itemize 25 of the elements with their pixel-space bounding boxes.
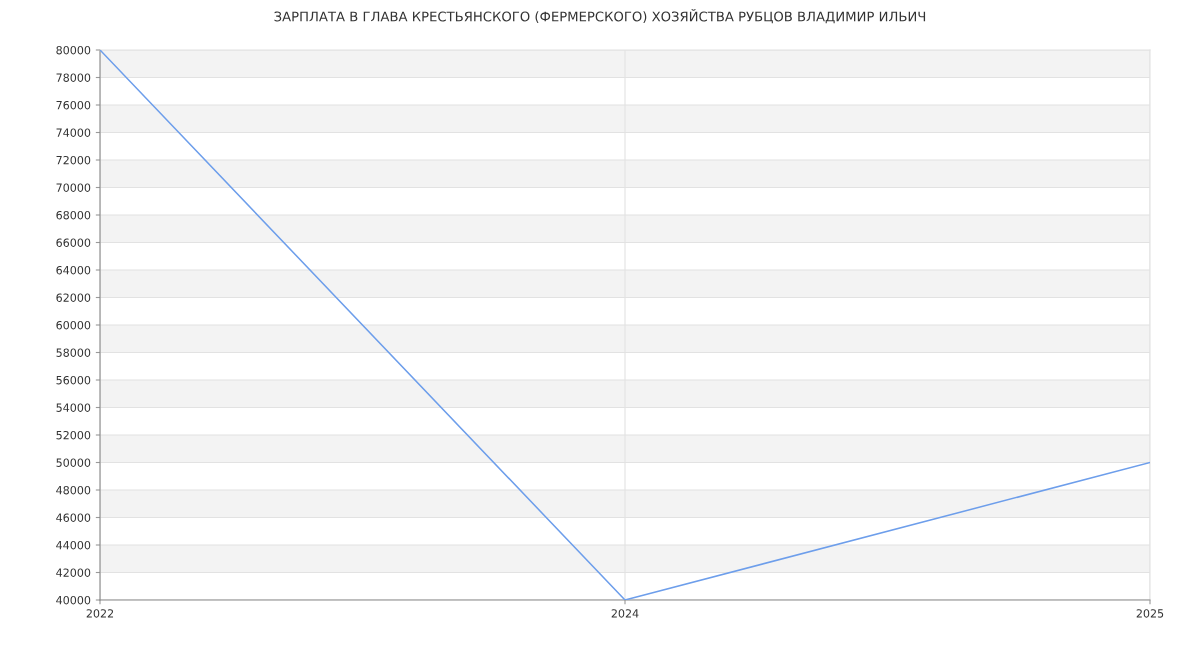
y-tick-label: 80000	[56, 45, 91, 55]
y-tick-label: 68000	[56, 210, 91, 220]
y-tick-label: 40000	[56, 595, 91, 605]
y-tick-label: 70000	[56, 183, 91, 192]
x-tick-label: 2024	[611, 609, 639, 618]
y-tick-label: 64000	[56, 265, 91, 275]
y-tick-label: 52000	[56, 430, 91, 440]
x-tick-label: 2025	[1136, 609, 1164, 618]
y-tick-label: 62000	[56, 293, 91, 302]
y-tick-label: 66000	[56, 238, 91, 247]
y-tick-label: 46000	[56, 513, 91, 522]
y-tick-label: 58000	[56, 348, 91, 357]
y-tick-label: 60000	[56, 320, 91, 330]
y-tick-label: 42000	[56, 568, 91, 577]
y-tick-label: 78000	[56, 73, 91, 82]
y-tick-label: 74000	[56, 128, 91, 137]
chart-title: ЗАРПЛАТА В ГЛАВА КРЕСТЬЯНСКОГО (ФЕРМЕРСКОГО) ХОЗЯЙСТВА РУБЦОВ ВЛАДИМИР ИЛЬИЧ	[274, 9, 926, 24]
y-tick-label: 54000	[56, 403, 91, 412]
y-tick-label: 76000	[56, 100, 91, 110]
x-tick-label: 2022	[86, 609, 114, 618]
y-tick-label: 72000	[56, 155, 91, 165]
y-tick-label: 48000	[56, 485, 91, 495]
y-tick-label: 50000	[56, 458, 91, 467]
y-tick-label: 56000	[56, 375, 91, 385]
y-tick-label: 44000	[56, 540, 91, 550]
